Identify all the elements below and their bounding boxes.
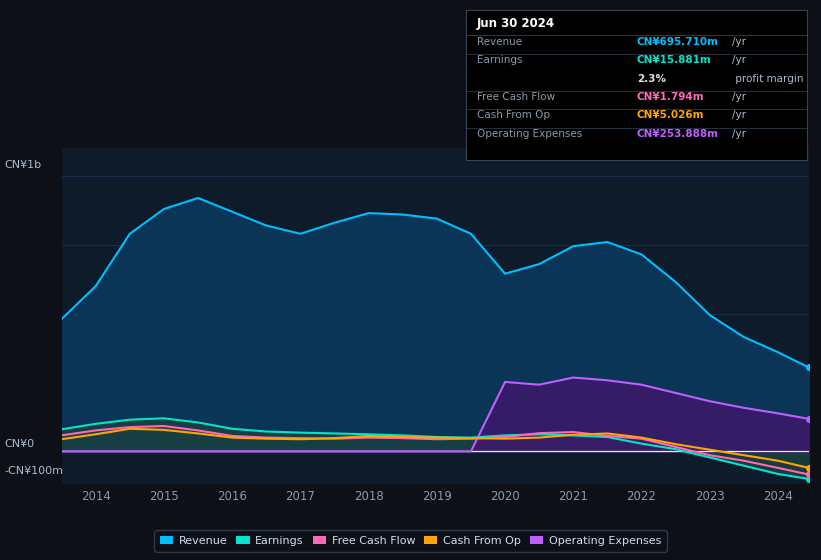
Text: CN¥1.794m: CN¥1.794m	[637, 92, 704, 102]
Text: /yr: /yr	[732, 36, 746, 46]
Text: Free Cash Flow: Free Cash Flow	[476, 92, 555, 102]
Text: -CN¥100m: -CN¥100m	[4, 466, 63, 476]
Text: Cash From Op: Cash From Op	[476, 110, 549, 120]
Text: CN¥5.026m: CN¥5.026m	[637, 110, 704, 120]
Text: /yr: /yr	[732, 92, 746, 102]
Text: 2.3%: 2.3%	[637, 74, 666, 84]
Text: Revenue: Revenue	[476, 36, 521, 46]
Text: Operating Expenses: Operating Expenses	[476, 129, 582, 139]
Text: profit margin: profit margin	[732, 74, 804, 84]
Text: /yr: /yr	[732, 110, 746, 120]
Text: CN¥0: CN¥0	[4, 438, 34, 449]
Text: CN¥253.888m: CN¥253.888m	[637, 129, 718, 139]
Text: CN¥1b: CN¥1b	[4, 160, 41, 170]
Text: /yr: /yr	[732, 55, 746, 66]
Legend: Revenue, Earnings, Free Cash Flow, Cash From Op, Operating Expenses: Revenue, Earnings, Free Cash Flow, Cash …	[154, 530, 667, 552]
Text: CN¥695.710m: CN¥695.710m	[637, 36, 718, 46]
Text: CN¥15.881m: CN¥15.881m	[637, 55, 712, 66]
Text: Earnings: Earnings	[476, 55, 522, 66]
Text: /yr: /yr	[732, 129, 746, 139]
Text: Jun 30 2024: Jun 30 2024	[476, 17, 555, 30]
